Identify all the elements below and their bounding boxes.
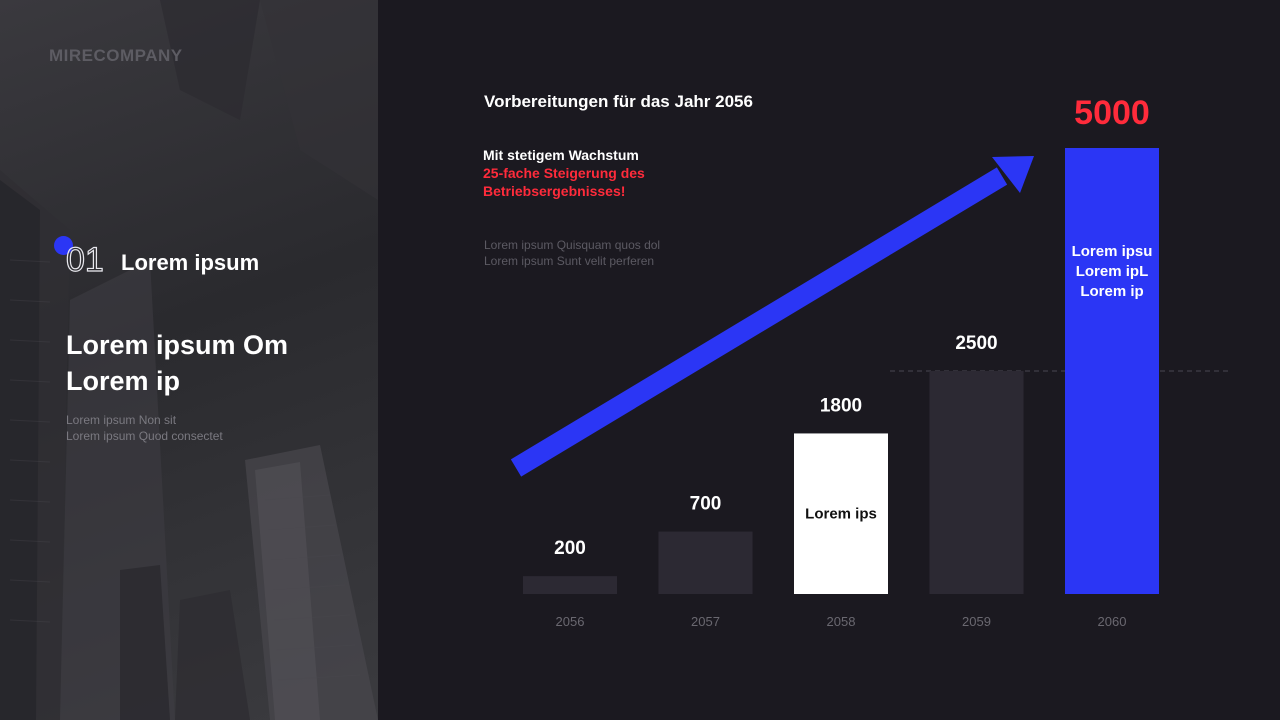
brand-logo-text: MIRECOMPANY	[49, 46, 183, 65]
trend-arrow-shaft	[510, 167, 1008, 477]
chart-description: Lorem ipsum Quisquam quos dol Lorem ipsu…	[484, 237, 660, 269]
value-label: 2500	[955, 333, 997, 354]
x-tick-label: 2056	[556, 614, 585, 629]
bar-inner-label: Lorem ipsu	[1072, 243, 1153, 260]
left-subtext-line: Lorem ipsum Quod consectet	[66, 429, 223, 443]
headline: Lorem ipsum Om Lorem ip	[66, 330, 289, 396]
trend-arrow-head-icon	[992, 156, 1034, 193]
section-title: Lorem ipsum	[121, 250, 260, 275]
x-tick-label: 2059	[962, 614, 991, 629]
section-number: 01	[65, 240, 104, 279]
left-subtext-line: Lorem ipsum Non sit	[66, 413, 177, 427]
growth-callout: Mit stetigem Wachstum 25-fache Steigerun…	[483, 146, 683, 200]
bar-2060	[1065, 148, 1159, 594]
bar-2057	[658, 531, 753, 594]
left-subtext: Lorem ipsum Non sit Lorem ipsum Quod con…	[66, 412, 223, 444]
bar-inner-label: Lorem ips	[805, 506, 877, 523]
value-label: 5000	[1074, 94, 1150, 132]
bar-inner-label: Lorem ip	[1080, 283, 1143, 300]
chart-title: Vorbereitungen für das Jahr 2056	[484, 92, 753, 111]
x-tick-label: 2058	[827, 614, 856, 629]
bar-2058	[794, 433, 888, 594]
growth-line-2: 25-fache Steigerung des Betriebsergebnis…	[483, 165, 645, 199]
value-label: 200	[554, 538, 586, 559]
x-tick-label: 2060	[1098, 614, 1127, 629]
chart-description-line: Lorem ipsum Quisquam quos dol	[484, 238, 661, 252]
city-buildings-background	[0, 0, 378, 720]
growth-line-1: Mit stetigem Wachstum	[483, 147, 639, 163]
chart-description-line: Lorem ipsum Sunt velit perferen	[484, 254, 655, 268]
bar-inner-label: Lorem ipL	[1076, 263, 1149, 280]
section-dot-icon	[54, 236, 73, 255]
bar-2059	[929, 371, 1024, 594]
bar-2056	[523, 576, 617, 594]
value-label: 1800	[820, 395, 862, 416]
left-hero-panel: MIRECOMPANY 01 Lorem ipsum Lorem ipsum O…	[0, 0, 378, 720]
value-label: 700	[690, 494, 722, 515]
x-tick-label: 2057	[691, 614, 720, 629]
